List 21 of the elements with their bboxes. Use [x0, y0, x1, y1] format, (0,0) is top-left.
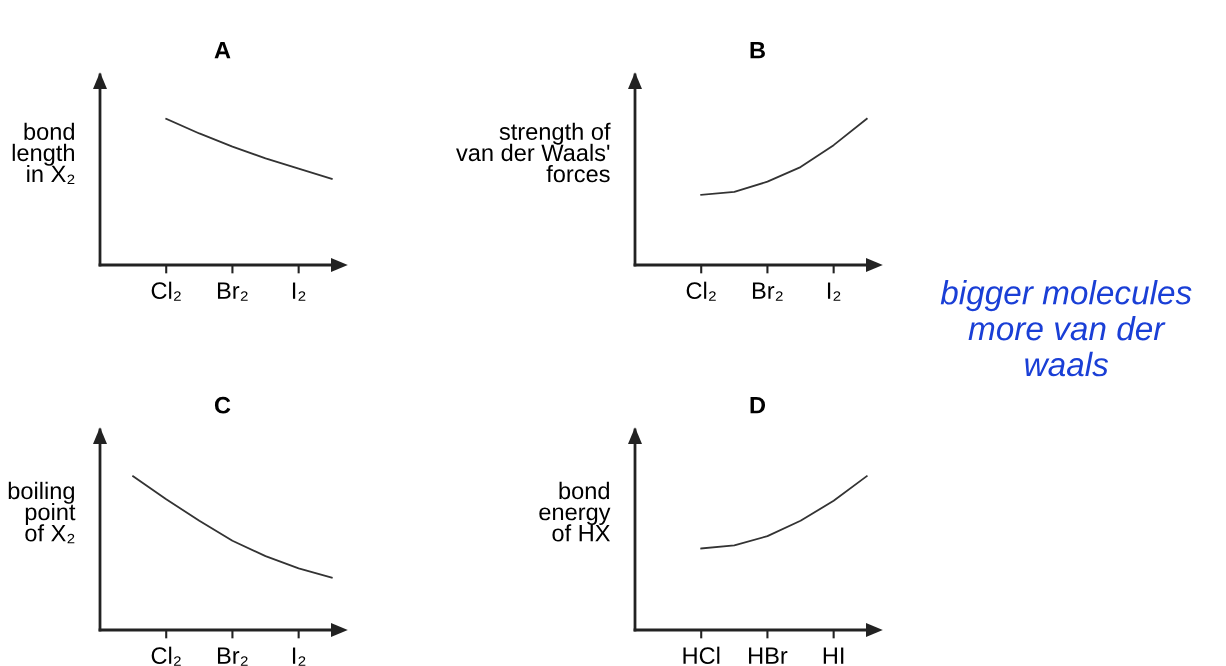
x-tick-label: Br₂ — [752, 282, 783, 301]
chart-title: C — [214, 396, 231, 414]
x-tick-label: I₂ — [292, 282, 306, 301]
text: bigger molecules more van der waals — [940, 280, 1192, 377]
y-axis-title: strength of van der Waals' forces — [456, 122, 611, 183]
x-tick-label: I₂ — [292, 647, 306, 666]
x-tick-label: HI — [823, 647, 844, 664]
x-tick-label: Cl₂ — [151, 646, 181, 666]
x-tick-label: Cl₂ — [151, 281, 181, 301]
x-tick-label: HCl — [683, 646, 720, 665]
chart-title: D — [750, 397, 766, 414]
x-tick-label: Cl₂ — [686, 281, 716, 301]
x-tick-label: Br₂ — [217, 282, 248, 301]
y-axis-title: boiling point of X₂ — [8, 481, 76, 544]
x-tick-label: HBr — [749, 647, 788, 664]
y-axis-title: bond length in X₂ — [12, 122, 75, 185]
chart-title: B — [750, 42, 765, 59]
x-tick-label: I₂ — [827, 282, 841, 301]
x-tick-label: Br₂ — [217, 647, 248, 666]
chart-title: A — [214, 42, 231, 59]
y-axis-title: bond energy of HX — [539, 481, 611, 542]
